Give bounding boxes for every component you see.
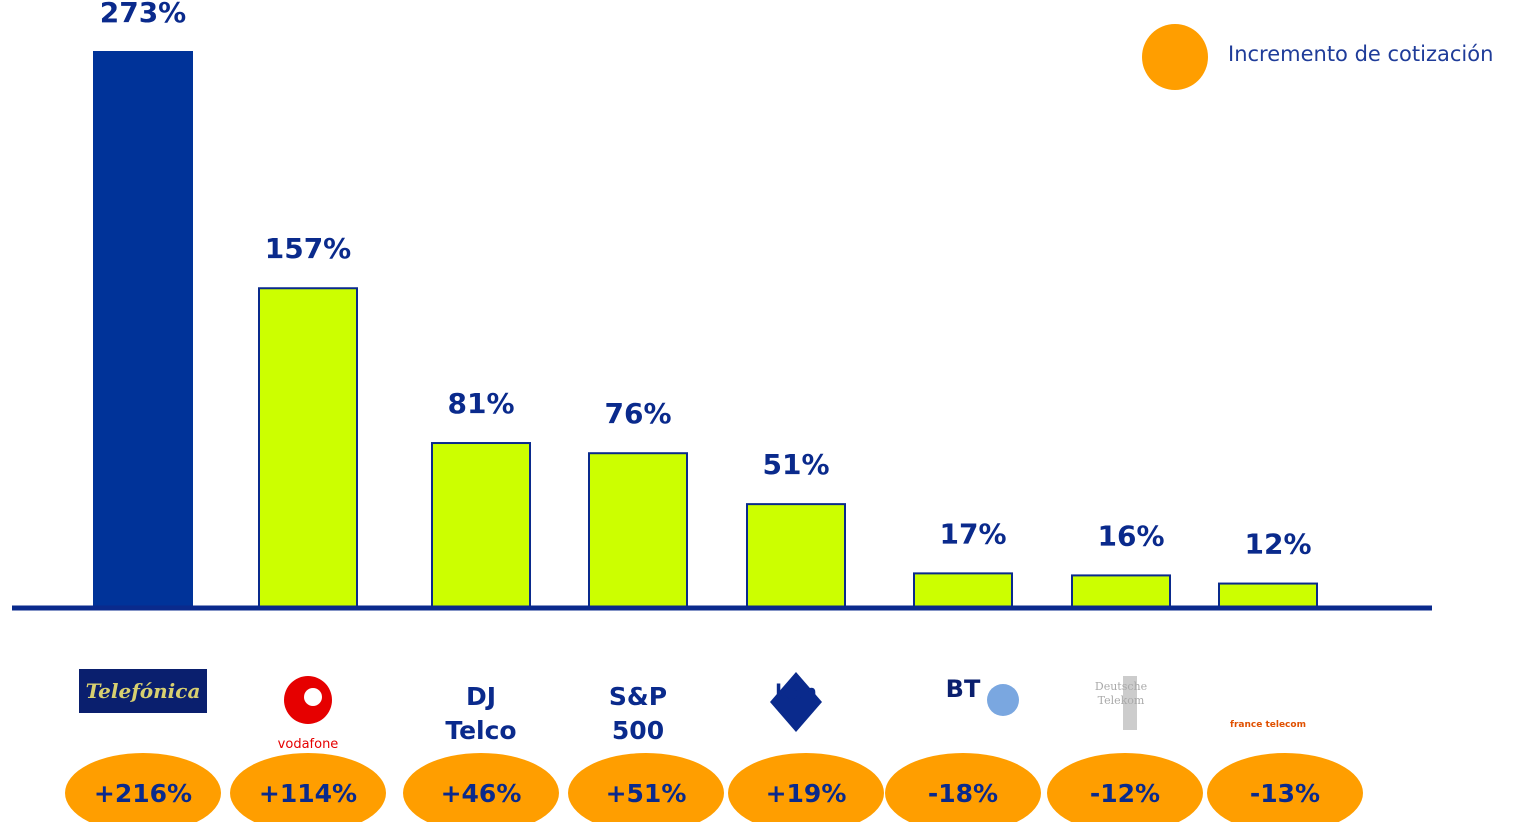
category-label: BT [945, 675, 981, 703]
bar [588, 452, 688, 610]
logo-icon [987, 684, 1019, 716]
data-label: 81% [447, 387, 514, 420]
change-bubble [1207, 753, 1363, 822]
bar [1071, 574, 1171, 610]
change-bubble [65, 753, 221, 822]
category-label: kpn [775, 680, 817, 704]
change-bubble [230, 753, 386, 822]
legend-label: Incremento de cotización [1228, 42, 1493, 66]
change-label: +216% [94, 779, 192, 808]
data-label: 51% [762, 448, 829, 481]
change-bubble [568, 753, 724, 822]
category-label: S&P 500 [608, 682, 668, 745]
data-label: 273% [100, 0, 187, 29]
data-label: 157% [265, 232, 352, 265]
bar [431, 442, 531, 609]
data-label: 76% [604, 397, 671, 430]
change-label: -12% [1090, 779, 1160, 808]
category-label: vodafone [277, 737, 339, 752]
category-label: Deutsche Telekom [1094, 680, 1148, 707]
logo-icon [304, 688, 322, 706]
bar [746, 503, 846, 609]
logo-icon [1123, 676, 1137, 730]
change-label: +46% [441, 779, 522, 808]
change-label: +114% [259, 779, 357, 808]
legend-swatch [1142, 24, 1208, 90]
change-bubble [403, 753, 559, 822]
bar [913, 572, 1013, 610]
change-bubble [885, 753, 1041, 822]
change-bubble [1047, 753, 1203, 822]
change-label: +19% [766, 779, 847, 808]
logo-icon [770, 672, 822, 732]
bar [1218, 582, 1318, 609]
change-label: -18% [928, 779, 998, 808]
category-label: DJ Telco [445, 682, 517, 745]
bar [258, 287, 358, 609]
data-label: 12% [1244, 528, 1311, 561]
category-label: Telefónica [79, 669, 207, 713]
data-label: 16% [1097, 519, 1164, 552]
change-bubble [728, 753, 884, 822]
data-label: 17% [939, 517, 1006, 550]
change-label: -13% [1250, 779, 1320, 808]
bar [93, 51, 193, 609]
category-label: france telecom [1230, 720, 1306, 730]
change-label: +51% [606, 779, 687, 808]
